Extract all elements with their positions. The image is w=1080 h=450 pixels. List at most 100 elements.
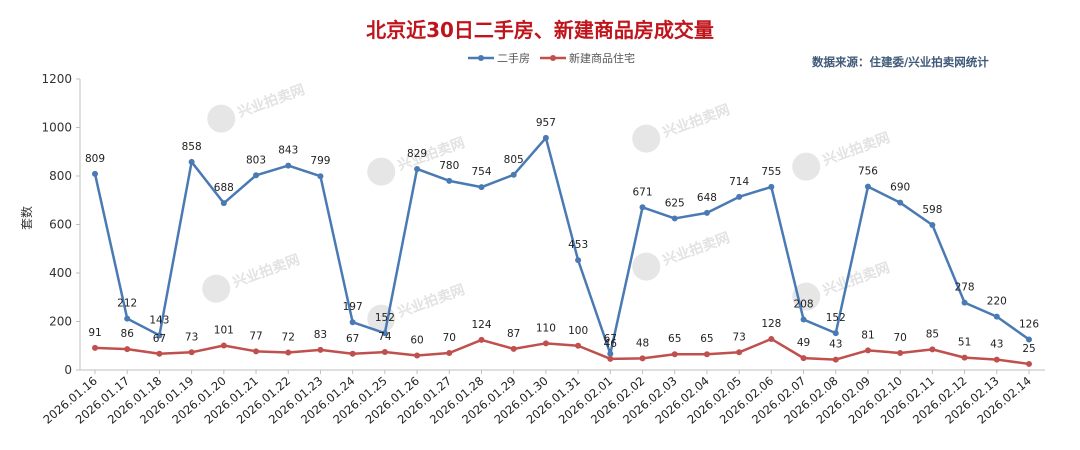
data-label-new-home: 83 (314, 329, 327, 341)
data-label-second-hand: 799 (310, 155, 330, 167)
data-label-second-hand: 598 (922, 204, 942, 216)
data-point-new-home (961, 354, 968, 361)
data-point-second-hand (736, 193, 743, 200)
data-point-new-home (832, 356, 839, 363)
data-point-new-home (92, 344, 98, 351)
y-tick-label: 800 (49, 169, 72, 183)
data-point-second-hand (414, 165, 421, 172)
data-point-new-home (220, 342, 227, 349)
data-label-new-home: 81 (861, 329, 874, 341)
data-point-second-hand (961, 299, 968, 306)
data-label-second-hand: 957 (536, 117, 556, 129)
data-point-second-hand (349, 319, 356, 326)
data-point-new-home (381, 349, 388, 356)
data-label-new-home: 101 (214, 325, 234, 337)
data-label-new-home: 51 (958, 337, 971, 349)
data-label-second-hand: 805 (504, 154, 524, 166)
data-label-second-hand: 809 (85, 153, 105, 165)
data-point-new-home (575, 342, 582, 349)
data-label-new-home: 70 (443, 332, 456, 344)
data-point-second-hand (864, 183, 871, 190)
data-label-second-hand: 197 (343, 301, 363, 313)
legend-label-new-home: 新建商品住宅 (569, 52, 635, 65)
data-label-second-hand: 843 (278, 145, 298, 157)
data-point-second-hand (92, 170, 98, 177)
data-label-second-hand: 152 (826, 312, 846, 324)
data-point-second-hand (446, 177, 453, 184)
data-point-second-hand (639, 204, 646, 211)
data-label-second-hand: 690 (890, 182, 910, 194)
data-point-second-hand (897, 199, 904, 206)
data-label-second-hand: 671 (632, 186, 652, 198)
y-tick-label: 200 (49, 315, 72, 329)
data-label-new-home: 73 (185, 331, 198, 343)
data-point-new-home (993, 356, 1000, 363)
data-point-second-hand (253, 172, 260, 179)
data-point-new-home (188, 349, 195, 356)
data-point-new-home (736, 349, 743, 356)
data-point-second-hand (478, 184, 485, 191)
data-point-second-hand (220, 200, 227, 207)
data-label-second-hand: 803 (246, 154, 266, 166)
data-label-second-hand: 754 (471, 166, 491, 178)
data-point-new-home (414, 352, 421, 359)
data-point-new-home (317, 346, 324, 353)
data-label-second-hand: 152 (375, 312, 395, 324)
data-point-new-home (156, 350, 163, 357)
data-label-new-home: 48 (636, 337, 649, 349)
data-point-new-home (1026, 360, 1032, 367)
data-label-new-home: 110 (536, 322, 556, 334)
legend-line-icon (540, 55, 566, 61)
data-point-second-hand (671, 215, 678, 222)
data-label-second-hand: 755 (761, 166, 781, 178)
data-point-second-hand (832, 330, 839, 337)
data-label-second-hand: 756 (858, 166, 878, 178)
data-point-second-hand (188, 158, 195, 165)
data-source: 数据来源：住建委/兴业拍卖网统计 (812, 55, 989, 69)
data-label-new-home: 49 (797, 337, 810, 349)
data-label-new-home: 124 (471, 319, 491, 331)
data-label-second-hand: 143 (149, 314, 169, 326)
data-label-new-home: 128 (761, 318, 781, 330)
data-label-new-home: 60 (410, 334, 423, 346)
data-point-second-hand (703, 209, 710, 216)
data-label-new-home: 43 (990, 339, 1003, 351)
data-point-second-hand (1026, 336, 1032, 343)
data-point-new-home (768, 335, 775, 342)
y-tick-label: 600 (49, 218, 72, 232)
data-point-new-home (897, 350, 904, 357)
data-label-second-hand: 212 (117, 298, 137, 310)
data-label-new-home: 65 (700, 333, 713, 345)
data-label-second-hand: 648 (697, 192, 717, 204)
data-label-second-hand: 858 (182, 141, 202, 153)
data-label-new-home: 70 (893, 332, 906, 344)
data-label-new-home: 91 (88, 327, 101, 339)
data-label-second-hand: 220 (987, 296, 1007, 308)
data-point-new-home (864, 347, 871, 354)
data-label-second-hand: 453 (568, 239, 588, 251)
data-label-new-home: 65 (668, 333, 681, 345)
y-tick-label: 1200 (41, 72, 72, 86)
data-point-second-hand (542, 134, 549, 141)
data-point-second-hand (768, 183, 775, 190)
legend: 二手房 新建商品住宅 (468, 50, 639, 66)
series-line-second-hand (93, 136, 1030, 356)
data-point-second-hand (317, 173, 324, 180)
legend-item-second-hand: 二手房 (468, 50, 530, 66)
legend-item-new-home: 新建商品住宅 (540, 50, 635, 66)
data-point-new-home (349, 350, 356, 357)
data-label-second-hand: 67 (604, 333, 617, 345)
y-tick-label: 400 (49, 266, 72, 280)
data-point-second-hand (285, 162, 292, 169)
data-point-new-home (542, 340, 549, 347)
data-label-new-home: 67 (346, 333, 359, 345)
data-label-new-home: 74 (378, 331, 392, 343)
data-label-second-hand: 780 (439, 160, 459, 172)
data-label-second-hand: 829 (407, 148, 427, 160)
data-point-second-hand (124, 315, 131, 322)
data-label-second-hand: 625 (665, 197, 685, 209)
data-point-second-hand (929, 221, 936, 228)
data-label-new-home: 100 (568, 325, 588, 337)
data-point-new-home (703, 351, 710, 358)
